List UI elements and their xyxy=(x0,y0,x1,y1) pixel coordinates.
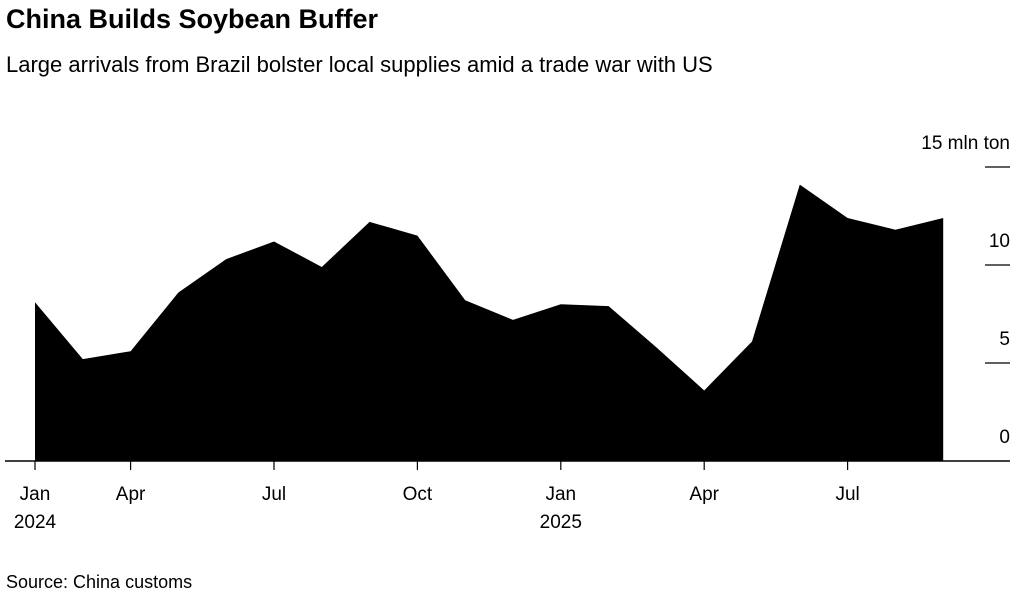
y-tick-label: 10 xyxy=(989,231,1010,252)
source: Source: China customs xyxy=(6,572,192,592)
x-tick-label: Jan 2025 xyxy=(540,484,582,533)
x-tick-label: Jan 2024 xyxy=(14,484,57,533)
x-tick-label: Apr xyxy=(116,484,146,505)
y-tick-label: 15 mln ton xyxy=(921,133,1010,154)
x-tick-label: Oct xyxy=(403,484,433,505)
x-tick-label: Apr xyxy=(689,484,719,505)
x-tick-label: Jul xyxy=(262,484,286,505)
x-tick-label: Jul xyxy=(835,484,859,505)
chart-title: China Builds Soybean Buffer xyxy=(6,4,379,34)
y-tick-label: 5 xyxy=(999,329,1010,350)
y-tick-label: 0 xyxy=(999,427,1010,448)
chart-subtitle: Large arrivals from Brazil bolster local… xyxy=(6,52,713,77)
area xyxy=(35,184,944,461)
